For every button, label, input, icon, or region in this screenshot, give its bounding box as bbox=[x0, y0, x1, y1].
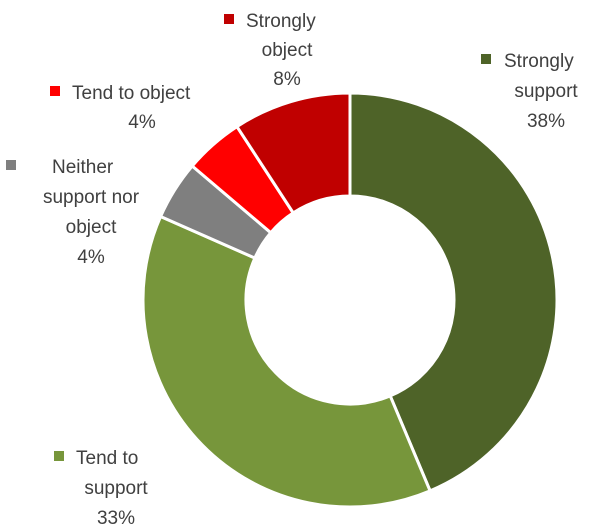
slice-tend-to-support bbox=[141, 214, 432, 509]
label-neither: Neither support nor object 4% bbox=[6, 157, 140, 268]
label-tend-to-object-line1: Tend to object bbox=[72, 83, 191, 104]
legend-marker-strongly-support bbox=[481, 54, 491, 64]
label-neither-value: 4% bbox=[77, 247, 105, 268]
label-neither-line1: Neither bbox=[52, 157, 114, 178]
legend-marker-tend-to-object bbox=[50, 86, 60, 96]
label-strongly-support-line1: Strongly bbox=[504, 51, 574, 72]
label-tend-to-object-value: 4% bbox=[128, 112, 156, 133]
legend-marker-neither bbox=[6, 160, 16, 170]
label-neither-line3: object bbox=[66, 217, 117, 238]
label-strongly-object-line1: Strongly bbox=[246, 11, 316, 32]
label-tend-to-support-line1: Tend to bbox=[76, 448, 138, 469]
donut-slices bbox=[141, 91, 559, 509]
slice-strongly-support bbox=[348, 91, 559, 493]
label-strongly-support-line2: support bbox=[514, 81, 578, 102]
legend-marker-strongly-object bbox=[224, 14, 234, 24]
label-tend-to-support: Tend to support 33% bbox=[54, 448, 148, 528]
label-tend-to-support-value: 33% bbox=[97, 508, 135, 528]
label-strongly-object-line2: object bbox=[262, 40, 313, 61]
label-strongly-object-value: 8% bbox=[273, 69, 301, 90]
label-tend-to-support-line2: support bbox=[84, 478, 148, 499]
label-strongly-support-value: 38% bbox=[527, 111, 565, 132]
label-strongly-support: Strongly support 38% bbox=[481, 51, 578, 132]
slice-strongly-object bbox=[235, 91, 352, 215]
label-strongly-object: Strongly object 8% bbox=[224, 11, 316, 90]
label-tend-to-object: Tend to object 4% bbox=[50, 83, 191, 133]
label-neither-line2: support nor bbox=[43, 187, 140, 208]
legend-marker-tend-to-support bbox=[54, 451, 64, 461]
